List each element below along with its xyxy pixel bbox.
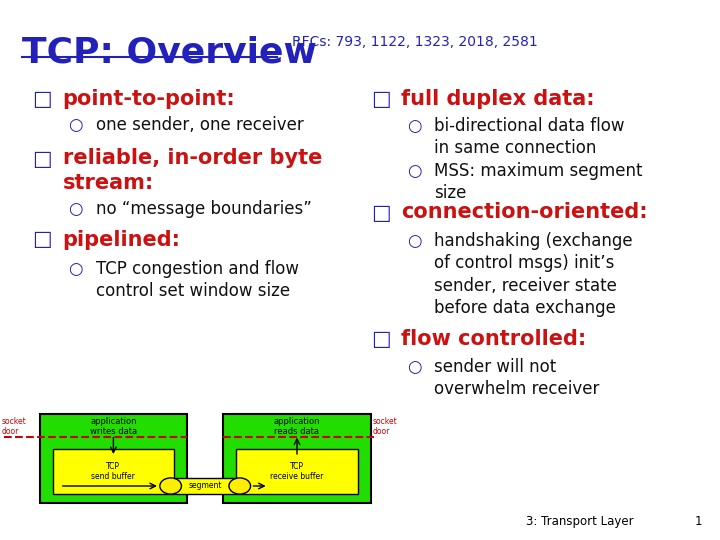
- Text: □: □: [32, 89, 52, 109]
- FancyBboxPatch shape: [223, 414, 371, 503]
- Text: one sender, one receiver: one sender, one receiver: [96, 116, 304, 134]
- Text: segment: segment: [189, 482, 222, 490]
- Text: no “message boundaries”: no “message boundaries”: [96, 200, 312, 218]
- Text: TCP
send buffer: TCP send buffer: [91, 462, 135, 481]
- Text: bi-directional data flow
in same connection: bi-directional data flow in same connect…: [434, 117, 625, 157]
- Text: sender will not
overwhelm receiver: sender will not overwhelm receiver: [434, 358, 600, 398]
- Text: ○: ○: [407, 232, 421, 250]
- Text: pipelined:: pipelined:: [63, 230, 181, 249]
- Text: RFCs: 793, 1122, 1323, 2018, 2581: RFCs: 793, 1122, 1323, 2018, 2581: [292, 35, 537, 49]
- Text: □: □: [32, 148, 52, 168]
- Text: ○: ○: [68, 260, 83, 278]
- Text: ○: ○: [407, 117, 421, 135]
- Text: connection-oriented:: connection-oriented:: [401, 202, 648, 222]
- Text: reliable, in-order byte
stream:: reliable, in-order byte stream:: [63, 148, 322, 193]
- Circle shape: [229, 478, 251, 494]
- Text: TCP congestion and flow
control set window size: TCP congestion and flow control set wind…: [96, 260, 299, 300]
- Text: application
reads data: application reads data: [274, 417, 320, 436]
- Text: socket
door: socket door: [372, 417, 397, 436]
- Text: □: □: [32, 230, 52, 249]
- Text: application
writes data: application writes data: [90, 417, 137, 436]
- Text: ○: ○: [68, 116, 83, 134]
- Text: TCP: Overview: TCP: Overview: [22, 35, 317, 69]
- Text: TCP
receive buffer: TCP receive buffer: [270, 462, 324, 481]
- Text: ○: ○: [407, 358, 421, 376]
- Text: socket
door: socket door: [1, 417, 26, 436]
- FancyBboxPatch shape: [175, 478, 236, 494]
- Text: □: □: [371, 329, 390, 349]
- Text: 1: 1: [695, 515, 702, 528]
- Text: point-to-point:: point-to-point:: [63, 89, 235, 109]
- Text: full duplex data:: full duplex data:: [401, 89, 595, 109]
- Text: ○: ○: [68, 200, 83, 218]
- Text: 3: Transport Layer: 3: Transport Layer: [526, 515, 633, 528]
- FancyBboxPatch shape: [236, 449, 358, 494]
- Text: flow controlled:: flow controlled:: [401, 329, 586, 349]
- FancyBboxPatch shape: [40, 414, 187, 503]
- Text: handshaking (exchange
of control msgs) init’s
sender, receiver state
before data: handshaking (exchange of control msgs) i…: [434, 232, 633, 317]
- FancyBboxPatch shape: [53, 449, 174, 494]
- Text: □: □: [371, 202, 390, 222]
- Circle shape: [160, 478, 181, 494]
- Text: MSS: maximum segment
size: MSS: maximum segment size: [434, 162, 643, 202]
- Text: ○: ○: [407, 162, 421, 180]
- Text: □: □: [371, 89, 390, 109]
